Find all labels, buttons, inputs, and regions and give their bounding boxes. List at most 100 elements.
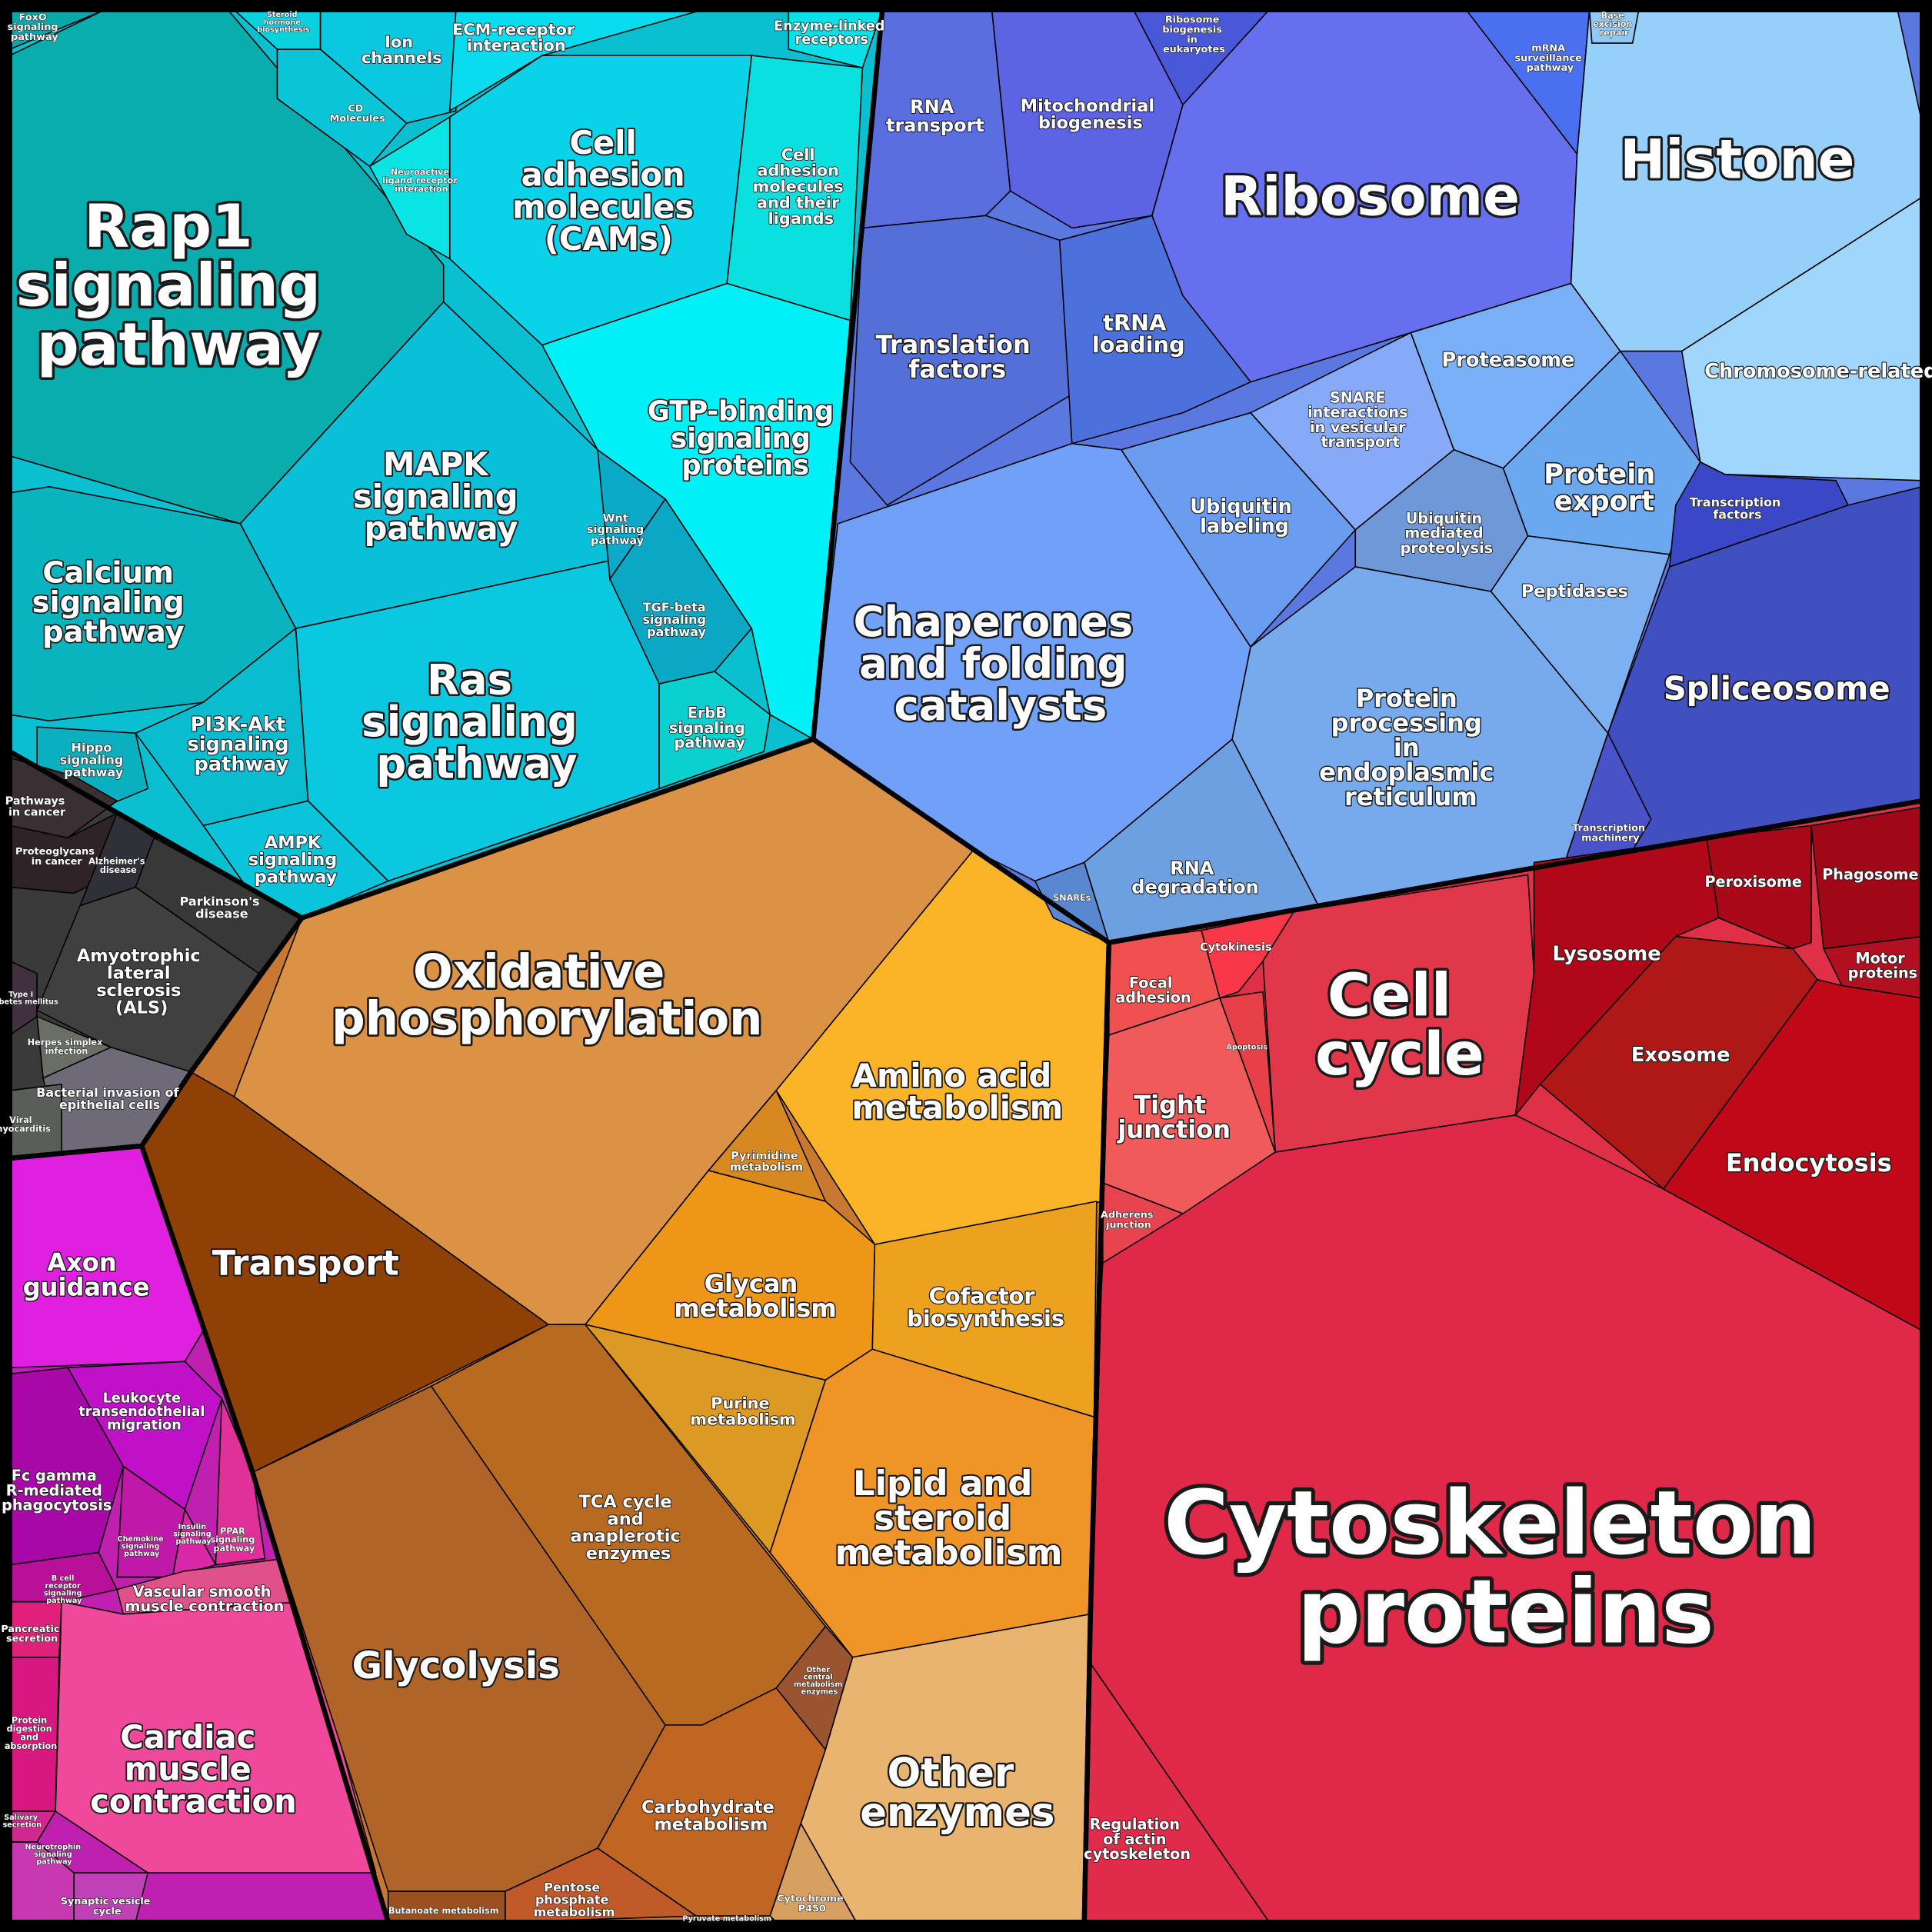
pathway-label: Glycan metabolism [674,1269,836,1323]
pathway-label: Carbohydrate metabolism [641,1797,781,1834]
pathway-label: Phagosome [1822,865,1918,883]
pathway-label: Rap1 signaling pathway [16,193,341,380]
pathway-cell [1218,991,1276,1153]
pathway-label: Neuroactive ligand-receptor interaction [382,167,461,194]
pathway-label: Hippo signaling pathway [60,740,128,779]
pathway-label: Cytoskeleton proteins [1164,1472,1847,1664]
pathway-label: Pathways in cancer [5,795,69,818]
pathway-label: Leukocyte transendothelial migration [78,1391,209,1433]
cells [9,9,1923,1924]
pathway-label: CD Molecules [330,102,385,124]
pathway-cell [1539,935,1819,1191]
pathway-label: RNA transport [886,96,984,136]
pathway-label: Other central metabolism enzymes [794,1666,845,1697]
pathway-label: MAPK signaling pathway [353,445,529,547]
pathway-label: Bacterial invasion of epithelial cells [36,1085,183,1112]
pathway-label: Pentose phosphate metabolism [534,1880,615,1919]
pathway-label: Tight junction [1116,1091,1231,1144]
pathway-label: Ion channels [361,32,441,67]
pathway-cell [1662,978,1923,1332]
pathway-label: Spliceosome [1664,670,1890,708]
pathway-label: tRNA loading [1092,309,1185,358]
pathway-label: Exosome [1631,1044,1730,1067]
pathway-label: Alzheimer's disease [88,857,148,875]
pathway-label: Glycolysis [352,1644,560,1687]
pathway-label: Cell adhesion molecules (CAMs) [512,124,705,258]
pathway-label: Steroid hormone biosynthesis [257,11,310,34]
pathway-label: ErbB signaling pathway [669,704,751,751]
pathway-label: Wnt signaling pathway [587,512,648,547]
pathway-cell [609,498,753,685]
labels: FoxO signaling pathway Rap1 signaling pat… [0,10,1932,1924]
pathway-label: Other enzymes [860,1750,1054,1836]
pathway-label: Transcription factors [1690,495,1785,521]
pathway-label: Base excision repair [1593,11,1635,38]
pathway-label: Regulation of actin cytoskeleton [1084,1815,1191,1862]
pathway-label: Proteoglycans in cancer [15,846,98,868]
group-outlines [7,7,1925,1925]
pathway-label: TCA cycle and anaplerotic enzymes [571,1491,687,1563]
pathway-label: Adherens junction [1101,1209,1157,1231]
pathway-label: Cell cycle [1315,961,1484,1089]
pathway-label: Ubiquitin mediated proteolysis [1401,509,1493,556]
pathway-cell [134,627,309,827]
pathway-label: GTP-binding signaling proteins [648,396,843,481]
pathway-label: B cell receptor signaling pathway [44,1574,85,1605]
pathway-label: PPAR signaling pathway [211,1526,258,1553]
pathway-label: Purine metabolism [690,1394,795,1429]
pathway-label: Lysosome [1553,943,1661,966]
pathway-label: Apoptosis [1226,1044,1267,1052]
pathway-label: Lipid and steroid metabolism [835,1463,1063,1573]
pathway-label: Ubiquitin labeling [1190,495,1299,538]
pathway-label: Protein digestion and absorption [5,1715,57,1751]
pathway-label: Insulin signaling pathway [173,1523,214,1546]
pathway-label: Neurotrophin signaling pathway [25,1843,84,1866]
pathway-label: Ras signaling pathway [361,655,592,788]
pathway-label: PI3K-Akt signaling pathway [188,714,296,776]
pathway-label: Cytokinesis [1200,941,1271,954]
pathway-label: Amyotrophic lateral sclerosis (ALS) [77,946,207,1018]
pathway-cell [1705,824,1812,950]
pathway-label: Type I diabetes mellitus [0,991,58,1007]
pathway-label: Focal adhesion [1115,974,1191,1006]
pathway-label: Axon guidance [23,1248,150,1302]
pathway-label: Chaperones and folding catalysts [853,597,1148,730]
pathway-label: Amino acid metabolism [851,1057,1063,1127]
pathway-label: Viral myocarditis [0,1115,51,1134]
pathway-label: Proteasome [1441,348,1574,371]
pathway-label: SNAREs [1053,893,1091,903]
pathway-label: ECM-receptor interaction [452,20,580,55]
pathway-label: Protein processing in endoplasmic reticu… [1319,684,1503,811]
pathway-label: Cytochrome P450 [777,1893,847,1914]
pathway-label: Peptidases [1521,581,1628,601]
pathway-cell [368,115,451,260]
pathway-label: Transport [212,1242,399,1283]
group-outline [1081,798,1925,1925]
pathway-label: Pyruvate metabolism [682,1914,771,1923]
pathway-label: Pyrimidine metabolism [730,1151,803,1174]
pathway-label: Synaptic vesicle cycle [61,1895,154,1917]
pathway-label: Peroxisome [1704,873,1802,891]
pathway-label: Mitochondrial biogenesis [1021,95,1161,132]
pathway-label: Pancreatic secretion [1,1623,63,1644]
pathway-label: RNA degradation [1131,858,1258,898]
pathway-label: Protein export [1544,458,1665,517]
pathway-label: Cofactor biosynthesis [907,1283,1064,1331]
pathway-label: FoxO signaling pathway [8,12,62,43]
pathway-label: Translation factors [876,330,1039,384]
pathway-label: Vascular smooth muscle contraction [125,1582,285,1614]
pathway-label: Ribosome biogenesis in eukaryotes [1162,14,1225,55]
pathway-cell [658,671,771,790]
pathway-label: Butanoate metabolism [388,1906,498,1916]
pathway-label: Motor proteins [1848,949,1917,981]
pathway-label: Parkinson's disease [180,894,265,921]
pathway-label: SNARE interactions in vesicular transpor… [1307,388,1413,451]
pathway-label: Calcium signaling pathway [32,555,195,649]
pathway-label: AMPK signaling pathway [248,832,343,887]
pathway-cell [726,55,864,321]
pathway-label: Chemokine signaling pathway [118,1535,166,1558]
pathway-label: Endocytosis [1726,1148,1892,1178]
pathway-label: Ribosome [1221,165,1520,228]
